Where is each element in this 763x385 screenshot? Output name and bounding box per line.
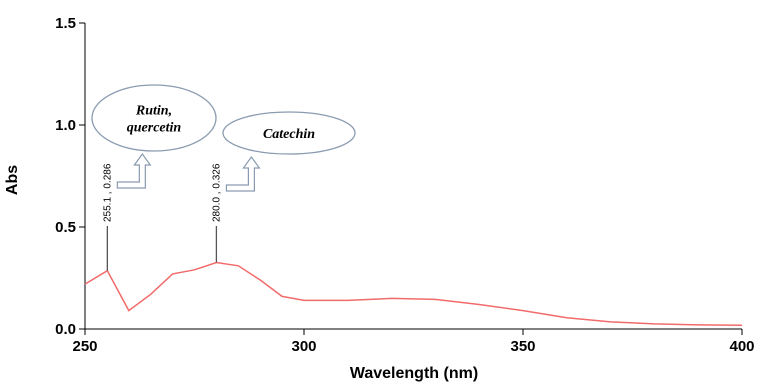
y-axis-title: Abs <box>4 165 21 195</box>
callout-ellipse <box>91 84 217 152</box>
callouts: Rutin, quercetin Catechin <box>91 84 356 192</box>
x-tick-label: 250 <box>72 338 97 355</box>
callout-text: quercetin <box>127 121 182 136</box>
ticks: 250 300 350 400 0.0 0.5 1.0 1.5 <box>55 15 754 355</box>
peak-label: 280.0 , 0.326 <box>211 163 222 222</box>
x-tick-label: 350 <box>510 338 535 355</box>
y-tick-label: 0.0 <box>55 321 76 338</box>
peak-label: 255.1 , 0.286 <box>102 163 113 222</box>
series <box>84 261 743 327</box>
callout-text: Catechin <box>263 127 315 142</box>
axes <box>84 23 742 330</box>
x-axis-title: Wavelength (nm) <box>350 365 478 382</box>
peak-markers: 255.1 , 0.286 280.0 , 0.326 <box>102 163 222 271</box>
callout-ellipse <box>222 111 356 155</box>
spectrum-line <box>84 261 743 327</box>
y-tick-label: 0.5 <box>55 219 76 236</box>
callout-arrow <box>225 155 261 192</box>
callout-arrow <box>116 152 152 189</box>
callout-text: Rutin, <box>135 104 172 119</box>
x-tick-label: 400 <box>729 338 754 355</box>
y-tick-label: 1.5 <box>55 15 76 32</box>
y-tick-label: 1.0 <box>55 117 76 134</box>
x-tick-label: 300 <box>291 338 316 355</box>
